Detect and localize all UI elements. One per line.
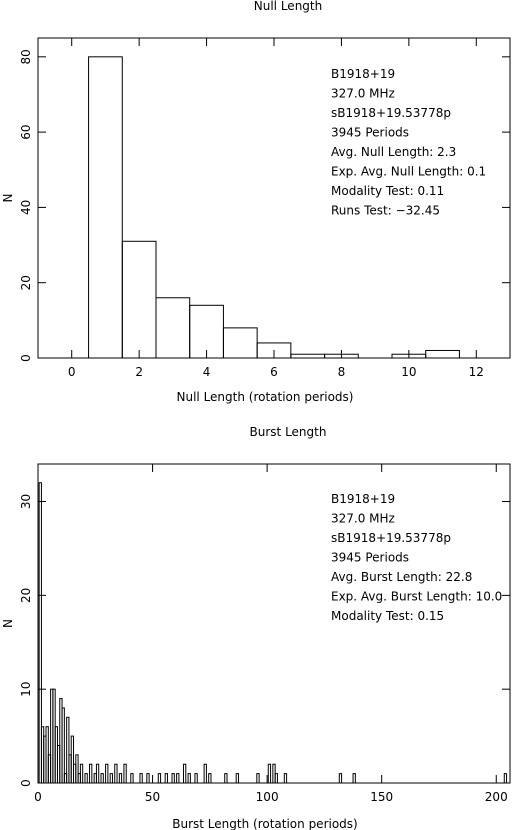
histogram-bar [109, 773, 113, 784]
y-tick-label: 80 [19, 49, 33, 64]
x-axis-label: Burst Length (rotation periods) [172, 817, 357, 830]
histogram-bar [79, 763, 84, 784]
y-tick-label: 20 [19, 275, 33, 290]
annotation-line: sB1918+19.53778p [331, 106, 451, 120]
y-tick-label: 30 [19, 494, 33, 509]
histogram-bar [283, 773, 288, 784]
histogram-bar [274, 773, 278, 784]
histogram-bar [338, 773, 343, 784]
x-tick-label: 0 [68, 365, 76, 379]
x-tick-label: 4 [203, 365, 211, 379]
histogram-bar [157, 773, 162, 784]
histogram-bar [267, 763, 272, 784]
y-tick-label: 0 [19, 354, 33, 362]
chart-title: Null Length [254, 0, 322, 13]
histogram-bar [70, 735, 75, 784]
histogram-bar [38, 482, 42, 784]
histogram-bar [100, 773, 104, 784]
histogram-bar [256, 342, 292, 359]
x-tick-label: 100 [256, 790, 279, 804]
histogram-bar [105, 763, 109, 784]
annotation-line: B1918+19 [331, 492, 395, 506]
x-tick-label: 150 [370, 790, 393, 804]
histogram-bar [130, 773, 134, 784]
histogram-bar [118, 773, 123, 784]
chart-panel-2: Burst Length 0 50 100 150 200 0 10 20 30 Burst Len… [1, 425, 511, 830]
annotation-line: sB1918+19.53778p [331, 531, 451, 545]
annotation-line: Avg. Burst Length: 22.8 [331, 570, 472, 584]
x-tick-label: 8 [338, 365, 346, 379]
histogram-bar [95, 763, 100, 784]
y-tick-label: 20 [19, 588, 33, 603]
plot-frame [37, 463, 511, 784]
plot-frame [37, 37, 511, 359]
x-tick-label: 6 [270, 365, 278, 379]
histogram-bar [146, 773, 150, 784]
annotation-line: Modality Test: 0.15 [331, 609, 444, 623]
x-tick-label: 50 [145, 790, 160, 804]
histogram-bar [121, 240, 157, 359]
histogram-bar [256, 773, 260, 784]
histogram-bar [324, 353, 359, 359]
histogram-bar [84, 773, 88, 784]
annotation-line: 3945 Periods [331, 126, 409, 140]
x-axis-label: Null Length (rotation periods) [177, 390, 354, 404]
histogram-bar [66, 716, 70, 784]
y-tick-label: 60 [19, 124, 33, 139]
histogram-bar [61, 707, 65, 784]
histogram-bar [187, 773, 191, 784]
histogram-bar [425, 349, 460, 359]
histogram-bar [224, 773, 228, 784]
y-axis-label: N [1, 194, 15, 203]
annotation-line: Runs Test: −32.45 [331, 204, 440, 218]
y-axis-label: N [1, 619, 15, 628]
histogram-bar [182, 763, 187, 784]
histogram-bar [208, 773, 212, 784]
annotation-line: Modality Test: 0.11 [331, 184, 444, 198]
histogram-bar [114, 763, 118, 784]
histogram-bar [123, 763, 127, 784]
histogram-bar [203, 763, 207, 784]
annotation-line: Exp. Avg. Burst Length: 10.0 [331, 590, 502, 604]
x-tick-label: 12 [469, 365, 484, 379]
chart-panel-1: Null Length 0 2 4 6 8 10 12 0 20 40 60 80 Null Length… [1, 0, 511, 404]
y-tick-label: 10 [19, 682, 33, 697]
histogram-bar [89, 763, 93, 784]
x-tick-label: 0 [34, 790, 42, 804]
histogram-bar [503, 773, 508, 784]
annotation-line: B1918+19 [331, 67, 395, 81]
histogram-bar [155, 297, 191, 359]
histogram-bar [176, 773, 180, 784]
histogram-bar [194, 773, 198, 784]
histogram-bar [235, 773, 239, 784]
histogram-bar [290, 353, 326, 359]
annotation-line: Exp. Avg. Null Length: 0.1 [331, 165, 486, 179]
histogram-bar [164, 773, 168, 784]
histogram-bar [222, 327, 258, 359]
annotation-line: 327.0 MHz [331, 87, 395, 101]
annotation-line: 327.0 MHz [331, 512, 395, 526]
chart-title: Burst Length [250, 425, 327, 439]
histogram-bar [75, 754, 79, 784]
x-tick-label: 2 [135, 365, 143, 379]
histogram-bar [352, 773, 356, 784]
annotation-line: 3945 Periods [331, 551, 409, 565]
histogram-bar [88, 56, 123, 359]
x-tick-label: 10 [401, 365, 416, 379]
histogram-bar [171, 773, 175, 784]
y-tick-label: 40 [19, 200, 33, 215]
y-tick-label: 0 [19, 779, 33, 787]
annotation-line: Avg. Null Length: 2.3 [331, 145, 456, 159]
x-tick-label: 200 [485, 790, 508, 804]
histogram-bar [139, 773, 143, 784]
